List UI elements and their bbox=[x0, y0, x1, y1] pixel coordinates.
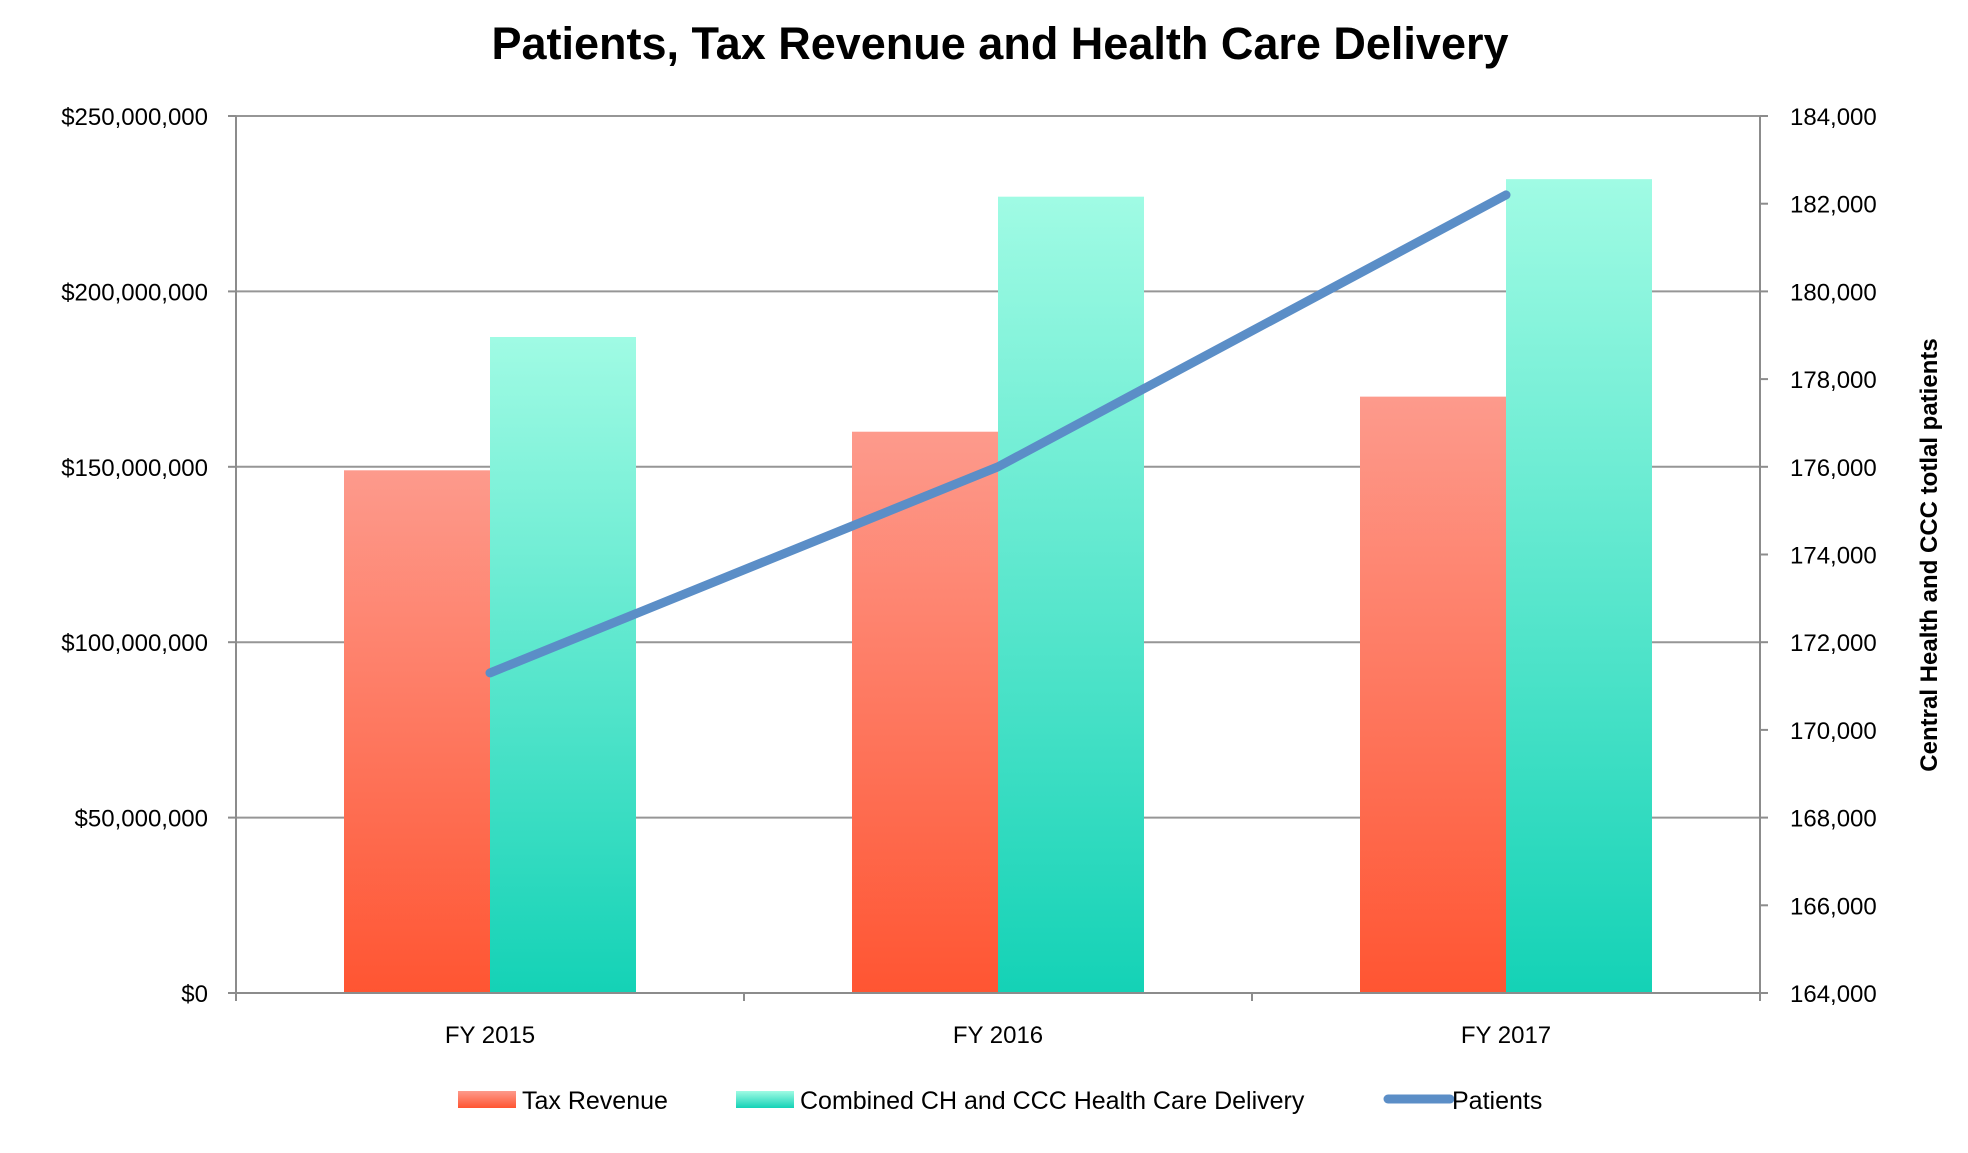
x-tick-label: FY 2015 bbox=[445, 1022, 535, 1049]
legend-swatch bbox=[736, 1091, 794, 1108]
bar-tax-revenue-fy-2015 bbox=[344, 470, 490, 994]
legend: Tax Revenue Combined CH and CCC Health Ca… bbox=[458, 1087, 1542, 1115]
right-tick-label: 182,000 bbox=[1790, 192, 1877, 219]
bar-combined-ch-and-ccc-health-care-delivery-fy-2017 bbox=[1506, 179, 1652, 994]
right-axis-title: Central Health and CCC totlal patients bbox=[1916, 338, 1943, 771]
right-tick-label: 164,000 bbox=[1790, 981, 1877, 1008]
chart-title: Patients, Tax Revenue and Health Care De… bbox=[491, 18, 1508, 69]
point-patients-fy-2016 bbox=[997, 465, 999, 468]
legend-label: Combined CH and CCC Health Care Delivery bbox=[800, 1087, 1305, 1115]
x-tick-label: FY 2016 bbox=[953, 1022, 1043, 1049]
right-tick-label: 180,000 bbox=[1790, 279, 1877, 306]
legend-label: Patients bbox=[1452, 1087, 1542, 1115]
bars bbox=[344, 179, 1652, 994]
left-tick-label: $0 bbox=[181, 981, 208, 1008]
left-tick-label: $200,000,000 bbox=[61, 279, 208, 306]
right-tick-label: 174,000 bbox=[1790, 543, 1877, 570]
left-axis-ticks: $0 $50,000,000 $100,000,000 $150,000,000 $20… bbox=[61, 104, 236, 1008]
x-tick-label: FY 2017 bbox=[1461, 1022, 1551, 1049]
patients-line bbox=[485, 190, 1511, 678]
bar-tax-revenue-fy-2017 bbox=[1360, 396, 1506, 993]
legend-label: Tax Revenue bbox=[522, 1087, 668, 1115]
left-tick-label: $250,000,000 bbox=[61, 104, 208, 131]
right-tick-label: 170,000 bbox=[1790, 718, 1877, 745]
legend-item-patients: Patients bbox=[1383, 1087, 1542, 1115]
right-tick-label: 184,000 bbox=[1790, 104, 1877, 131]
right-tick-label: 178,000 bbox=[1790, 367, 1877, 394]
legend-item-combined-ch-and-ccc-health-care-delivery: Combined CH and CCC Health Care Delivery bbox=[736, 1087, 1305, 1115]
bar-combined-ch-and-ccc-health-care-delivery-fy-2016 bbox=[998, 196, 1144, 993]
point-patients-fy-2015 bbox=[489, 671, 491, 674]
left-tick-label: $100,000,000 bbox=[61, 630, 208, 657]
legend-item-tax-revenue: Tax Revenue bbox=[458, 1087, 668, 1115]
legend-swatch bbox=[458, 1091, 516, 1108]
left-tick-label: $150,000,000 bbox=[61, 455, 208, 482]
right-axis-ticks: 164,000 166,000 168,000 170,000 172,000 174,0… bbox=[1760, 104, 1877, 1008]
right-tick-label: 166,000 bbox=[1790, 893, 1877, 920]
point-patients-fy-2017 bbox=[1505, 193, 1507, 196]
right-tick-label: 172,000 bbox=[1790, 630, 1877, 657]
x-axis-ticks: FY 2015 FY 2016 FY 2017 bbox=[235, 993, 1761, 1049]
bar-tax-revenue-fy-2016 bbox=[852, 431, 998, 994]
right-tick-label: 176,000 bbox=[1790, 455, 1877, 482]
left-tick-label: $50,000,000 bbox=[75, 806, 208, 833]
right-tick-label: 168,000 bbox=[1790, 806, 1877, 833]
